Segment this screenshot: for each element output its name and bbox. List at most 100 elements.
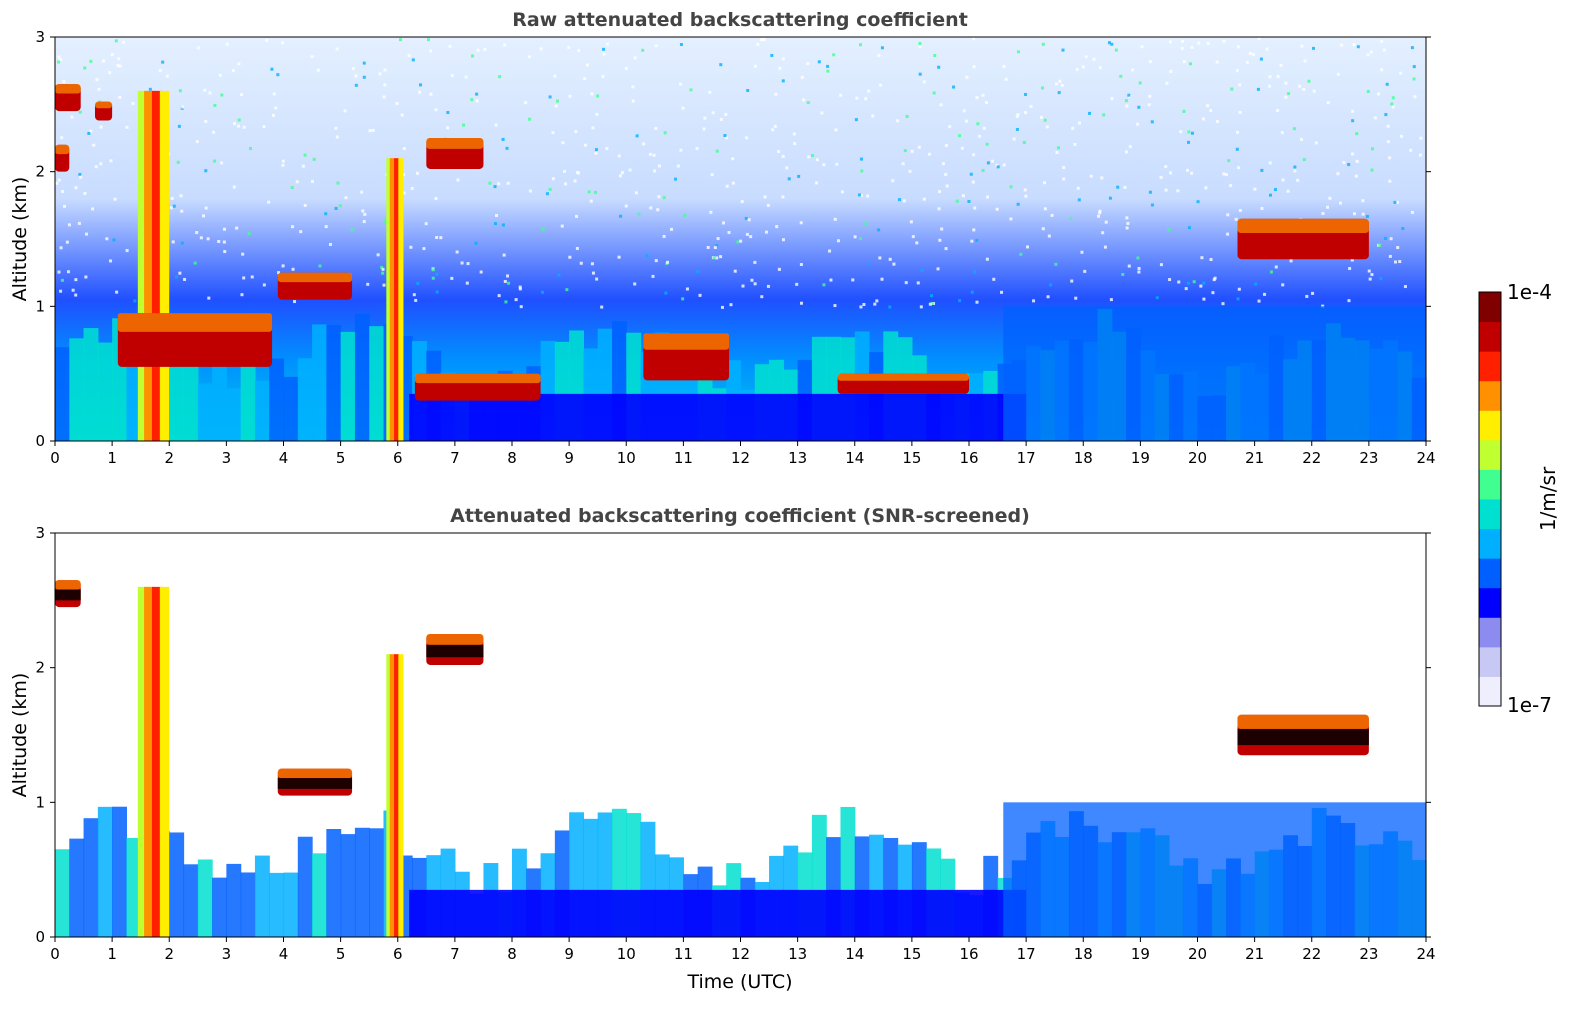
noise-speckle bbox=[60, 190, 64, 194]
noise-speckle bbox=[1238, 110, 1242, 114]
x-tick-label: 24 bbox=[1416, 449, 1435, 467]
noise-speckle bbox=[62, 204, 66, 208]
noise-speckle bbox=[575, 214, 579, 218]
panel-raw-features bbox=[55, 84, 1369, 441]
noise-speckle bbox=[435, 235, 439, 239]
noise-speckle bbox=[785, 166, 789, 170]
noise-speckle bbox=[763, 195, 767, 199]
noise-speckle bbox=[715, 149, 719, 153]
noise-speckle bbox=[634, 191, 638, 195]
noise-speckle bbox=[1365, 214, 1369, 218]
noise-speckle bbox=[1116, 185, 1120, 189]
noise-speckle bbox=[656, 208, 660, 212]
x-tick-label: 2 bbox=[164, 449, 174, 467]
noise-speckle bbox=[875, 299, 879, 303]
noise-speckle bbox=[719, 63, 723, 67]
noise-speckle bbox=[857, 193, 861, 197]
noise-speckle bbox=[376, 253, 380, 257]
noise-speckle bbox=[1119, 74, 1123, 78]
noise-speckle bbox=[59, 246, 63, 250]
precipitation-strip bbox=[389, 158, 395, 441]
noise-speckle bbox=[749, 235, 753, 239]
noise-speckle bbox=[217, 239, 221, 243]
noise-speckle bbox=[1136, 122, 1140, 126]
boundary-layer-strip bbox=[226, 388, 242, 441]
noise-speckle bbox=[746, 89, 750, 93]
noise-speckle bbox=[1109, 298, 1113, 302]
noise-speckle bbox=[471, 54, 475, 58]
noise-speckle bbox=[624, 204, 628, 208]
noise-speckle bbox=[466, 262, 470, 266]
noise-speckle bbox=[232, 122, 236, 126]
noise-speckle bbox=[366, 282, 370, 286]
noise-speckle bbox=[109, 259, 113, 263]
noise-speckle bbox=[880, 277, 884, 281]
cloud-edge bbox=[55, 144, 70, 155]
noise-speckle bbox=[91, 207, 95, 211]
noise-speckle bbox=[262, 283, 266, 287]
noise-speckle bbox=[1165, 81, 1169, 85]
precipitation-strip bbox=[389, 654, 395, 937]
noise-speckle bbox=[985, 101, 989, 105]
noise-speckle bbox=[915, 241, 919, 245]
noise-speckle bbox=[1186, 281, 1190, 285]
noise-speckle bbox=[928, 302, 932, 306]
noise-speckle bbox=[1312, 89, 1316, 93]
noise-speckle bbox=[1388, 156, 1392, 160]
noise-speckle bbox=[620, 171, 624, 175]
noise-speckle bbox=[1257, 37, 1261, 41]
cloud-edge bbox=[1237, 218, 1369, 233]
noise-speckle bbox=[415, 171, 419, 175]
noise-speckle bbox=[183, 277, 187, 281]
noise-speckle bbox=[733, 269, 737, 273]
panel-raw-title: Raw attenuated backscattering coefficien… bbox=[512, 9, 968, 31]
noise-speckle bbox=[683, 213, 687, 217]
boundary-layer-core bbox=[409, 889, 1027, 937]
noise-speckle bbox=[62, 79, 66, 83]
noise-speckle bbox=[1047, 234, 1051, 238]
noise-speckle bbox=[720, 305, 724, 309]
noise-speckle bbox=[1211, 291, 1215, 295]
noise-speckle bbox=[674, 177, 678, 181]
noise-speckle bbox=[1368, 277, 1372, 281]
noise-speckle bbox=[115, 290, 119, 294]
noise-speckle bbox=[181, 105, 185, 109]
x-tick-label: 13 bbox=[788, 449, 807, 467]
noise-speckle bbox=[125, 125, 129, 129]
noise-speckle bbox=[773, 124, 777, 128]
noise-speckle bbox=[591, 271, 595, 275]
noise-speckle bbox=[79, 175, 83, 179]
noise-speckle bbox=[519, 305, 523, 309]
noise-speckle bbox=[1045, 125, 1049, 129]
cloud-saturated bbox=[55, 589, 81, 601]
noise-speckle bbox=[937, 207, 941, 211]
cloud-layer bbox=[55, 144, 70, 172]
noise-speckle bbox=[777, 267, 781, 271]
noise-speckle bbox=[87, 131, 91, 135]
precipitation-strip bbox=[394, 158, 400, 441]
boundary-layer-strip bbox=[269, 872, 285, 937]
noise-speckle bbox=[316, 68, 320, 72]
noise-speckle bbox=[1150, 120, 1154, 124]
noise-speckle bbox=[381, 271, 385, 275]
noise-speckle bbox=[395, 101, 399, 105]
noise-speckle bbox=[799, 263, 803, 267]
noise-speckle bbox=[303, 203, 307, 207]
noise-speckle bbox=[822, 163, 826, 167]
noise-speckle bbox=[854, 118, 858, 122]
noise-speckle bbox=[99, 162, 103, 166]
noise-speckle bbox=[1391, 96, 1395, 100]
noise-speckle bbox=[1187, 140, 1191, 144]
noise-speckle bbox=[411, 58, 415, 62]
noise-speckle bbox=[1326, 205, 1330, 209]
noise-speckle bbox=[213, 159, 217, 163]
noise-speckle bbox=[1169, 69, 1173, 73]
noise-speckle bbox=[506, 181, 510, 185]
noise-speckle bbox=[560, 224, 564, 228]
noise-speckle bbox=[1103, 245, 1107, 249]
noise-speckle bbox=[548, 95, 552, 99]
colorbar-max-label: 1e-4 bbox=[1507, 280, 1552, 304]
noise-speckle bbox=[483, 48, 487, 52]
noise-speckle bbox=[343, 109, 347, 113]
noise-speckle bbox=[1081, 65, 1085, 69]
